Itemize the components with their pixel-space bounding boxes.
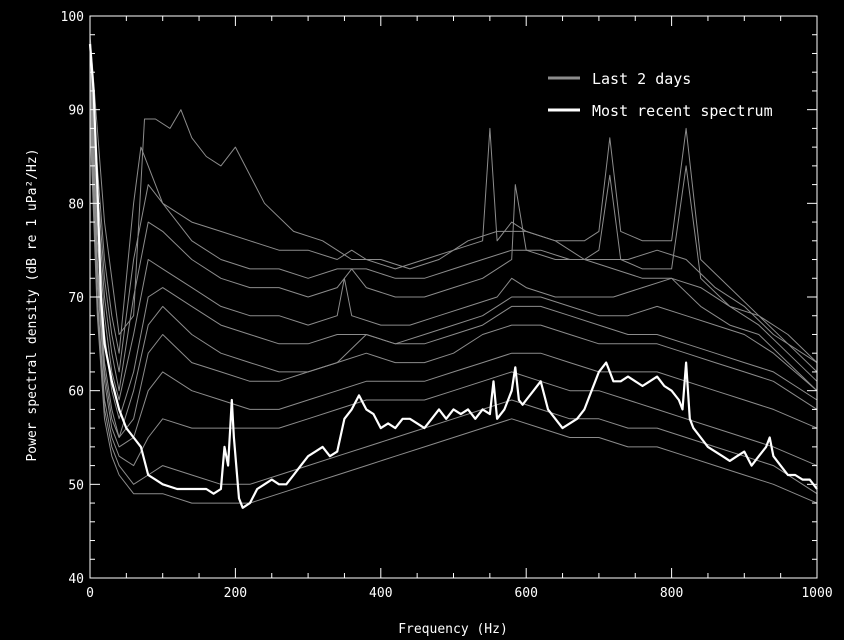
- series-line-history-2: [89, 44, 818, 373]
- legend-label-recent: Most recent spectrum: [592, 102, 773, 120]
- x-tick-label: 600: [514, 586, 537, 601]
- y-tick-label: 100: [61, 10, 84, 25]
- x-tick-label: 800: [660, 586, 683, 601]
- x-axis-label: Frequency (Hz): [398, 622, 508, 637]
- y-tick-label: 60: [68, 385, 84, 400]
- series-line-recent: [88, 44, 818, 509]
- series-line-history-1: [89, 34, 818, 363]
- x-tick-label: 0: [86, 586, 94, 601]
- y-tick-label: 80: [68, 197, 84, 212]
- series-line-history-10: [89, 118, 818, 504]
- y-tick-label: 40: [68, 572, 84, 587]
- x-tick-label: 1000: [801, 586, 832, 601]
- y-tick-label: 90: [68, 104, 84, 119]
- x-tick-label: 200: [224, 586, 247, 601]
- tick-labels: 0 200 400 600 800 1000 40 50 60 70 80 90 100: [61, 10, 833, 601]
- series-line-history-9: [89, 109, 818, 495]
- legend: Last 2 days Most recent spectrum: [548, 70, 773, 120]
- series-line-history-4: [89, 72, 818, 401]
- series-line-history-8: [89, 109, 818, 467]
- series-line-history-6: [89, 90, 818, 438]
- x-tick-label: 400: [369, 586, 392, 601]
- series-line-history-12: [89, 53, 818, 373]
- series-line-history-11: [89, 90, 818, 438]
- series-line-history-3: [89, 62, 818, 392]
- y-axis-label: Power spectral density (dB re 1 uPa²/Hz): [25, 148, 40, 461]
- plot-series: [88, 34, 818, 509]
- axis-ticks: [89, 15, 818, 579]
- series-line-history-7: [89, 100, 818, 448]
- y-tick-label: 50: [68, 478, 84, 493]
- y-tick-label: 70: [68, 291, 84, 306]
- legend-label-history: Last 2 days: [592, 70, 691, 88]
